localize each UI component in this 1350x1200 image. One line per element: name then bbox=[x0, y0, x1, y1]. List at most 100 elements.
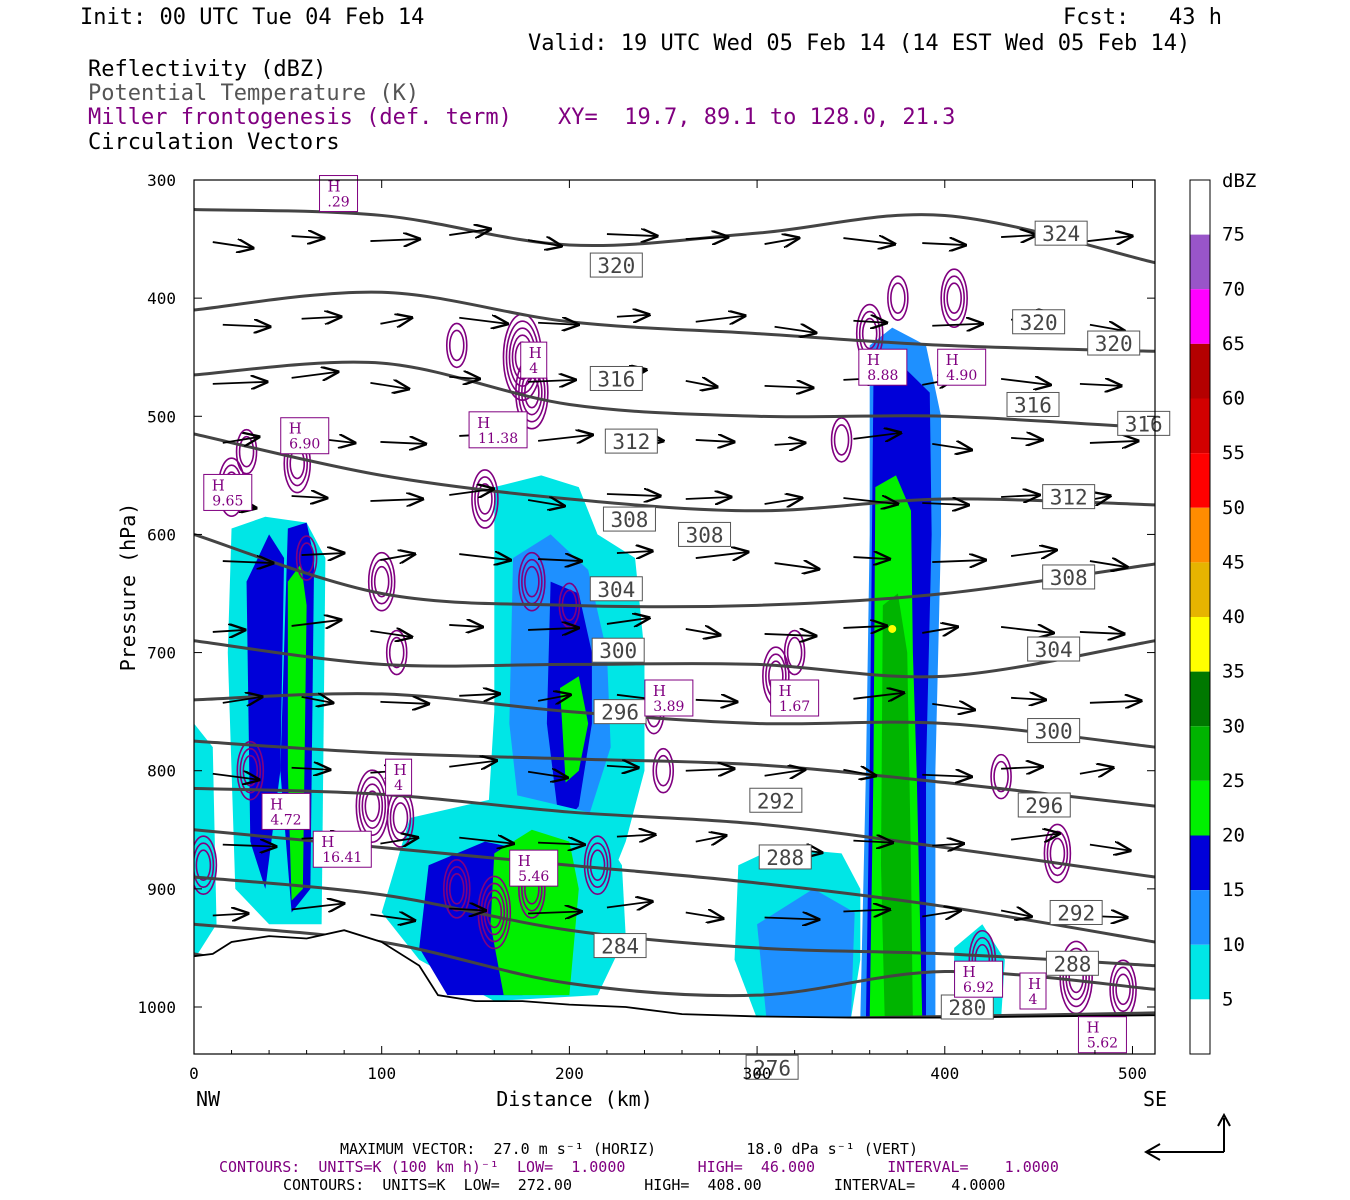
theta-contours bbox=[194, 208, 1155, 1021]
circulation-vector bbox=[301, 553, 344, 555]
colorbar-label: 25 bbox=[1222, 770, 1245, 792]
circulation-vector bbox=[1079, 632, 1124, 634]
circulation-vector bbox=[695, 440, 734, 442]
circulation-vector bbox=[1000, 910, 1031, 916]
fronto-contour bbox=[364, 790, 381, 822]
theta-label: 316 bbox=[1014, 393, 1052, 417]
circulation-vector bbox=[222, 561, 273, 563]
colorbar-frame bbox=[1189, 179, 1211, 1055]
theta-label: 316 bbox=[597, 367, 635, 391]
circulation-vector bbox=[528, 380, 575, 382]
fronto-high-box bbox=[858, 348, 908, 386]
circulation-vector bbox=[212, 242, 253, 248]
fronto-contour bbox=[236, 740, 265, 801]
circulation-vector bbox=[685, 497, 731, 499]
fronto-contour bbox=[1112, 966, 1134, 1013]
theta-label-box bbox=[1034, 220, 1088, 246]
colorbar-segment bbox=[1190, 671, 1210, 727]
circulation-vector bbox=[528, 911, 581, 913]
circulation-vector bbox=[449, 489, 493, 495]
init-time: Init: 00 UTC Tue 04 Feb 14 bbox=[80, 5, 425, 30]
circulation-vector bbox=[685, 912, 723, 918]
theta-label-box bbox=[1042, 564, 1096, 590]
circulation-vector bbox=[212, 382, 267, 384]
theta-label-box bbox=[1045, 950, 1099, 976]
circulation-vector bbox=[843, 909, 889, 911]
fronto-contour bbox=[373, 565, 390, 598]
forecast-hour: Fcst: 43 h bbox=[1063, 5, 1222, 30]
fronto-high-marker: H bbox=[394, 761, 407, 779]
valid-time: Valid: 19 UTC Wed 05 Feb 14 (14 EST Wed … bbox=[528, 31, 1191, 56]
fronto-high-box bbox=[644, 679, 694, 717]
fronto-contour bbox=[524, 565, 540, 598]
fronto-contour bbox=[367, 551, 396, 612]
vector-key bbox=[1143, 1112, 1231, 1161]
fronto-high-marker: H bbox=[328, 178, 341, 196]
colorbar-label: 65 bbox=[1222, 333, 1245, 355]
theta-label: 320 bbox=[1020, 311, 1058, 335]
theta-label: 296 bbox=[601, 701, 639, 725]
theta-label-box bbox=[1042, 484, 1096, 510]
fronto-contour bbox=[1043, 823, 1072, 884]
cross-section-endpoints: XY= 19.7, 89.1 to 128.0, 21.3 bbox=[558, 105, 956, 130]
axes: 300 400 500 600 700 800 900 1000 0 100 200 300 400 50… bbox=[116, 171, 1167, 1111]
fronto-high-box bbox=[280, 417, 330, 455]
fronto-high-value: 4 bbox=[394, 778, 403, 794]
x-tick-label: 400 bbox=[930, 1064, 959, 1083]
circulation-vector bbox=[537, 435, 592, 441]
theta-line-324 bbox=[194, 208, 1155, 265]
frontogenesis-contours bbox=[194, 268, 1137, 1020]
circulation-vector bbox=[301, 697, 333, 703]
below-ground bbox=[194, 930, 1155, 1054]
circulation-vector bbox=[853, 557, 889, 559]
circulation-vector bbox=[380, 838, 417, 844]
circulation-vector bbox=[606, 494, 660, 496]
theta-label-box bbox=[1087, 330, 1141, 356]
theta-label-box bbox=[1012, 309, 1066, 335]
theta-label-box bbox=[745, 1054, 799, 1080]
circulation-vector bbox=[932, 560, 985, 562]
fronto-high-value: 5.62 bbox=[1087, 1036, 1118, 1052]
colorbar-segment bbox=[1190, 234, 1210, 290]
circulation-vector bbox=[301, 317, 341, 319]
fronto-high-value: 4 bbox=[529, 361, 538, 377]
circulation-vector bbox=[764, 238, 799, 244]
y-tick-label: 400 bbox=[147, 289, 176, 308]
colorbar-segment bbox=[1190, 453, 1210, 508]
circulation-vector bbox=[380, 442, 425, 444]
theta-label-box bbox=[589, 576, 643, 602]
fronto-contour bbox=[1115, 973, 1131, 1006]
circulation-vector bbox=[932, 704, 974, 710]
theta-label-box bbox=[1117, 410, 1171, 436]
theta-label: 288 bbox=[766, 846, 804, 870]
circulation-vector bbox=[380, 702, 428, 704]
y-tick-label: 900 bbox=[147, 880, 176, 899]
terrain-mask bbox=[194, 929, 1155, 1054]
fronto-contour bbox=[1062, 947, 1090, 1008]
circulation-vector bbox=[212, 774, 259, 780]
theta-label-box bbox=[593, 933, 647, 959]
circulation-vector bbox=[291, 496, 327, 498]
circulation-vector bbox=[685, 237, 728, 239]
fronto-high-box bbox=[770, 679, 820, 717]
colorbar-label: 50 bbox=[1222, 497, 1245, 519]
fronto-high-box bbox=[509, 849, 559, 887]
fronto-high-value: 4.72 bbox=[270, 812, 301, 828]
fronto-high-box bbox=[312, 830, 372, 868]
circulation-vector bbox=[1089, 561, 1127, 567]
fronto-high-box bbox=[937, 348, 987, 386]
fronto-high-marker: H bbox=[270, 795, 283, 813]
fronto-high-box bbox=[319, 175, 359, 213]
colorbar-label: 55 bbox=[1222, 442, 1245, 464]
theta-label: 292 bbox=[757, 789, 795, 813]
colorbar: 5 10 15 20 25 30 35 40 45 50 55 60 65 70 75 dBZ bbox=[1189, 170, 1256, 1055]
circulation-vector bbox=[764, 634, 816, 636]
circulation-vector bbox=[843, 238, 894, 244]
circulation-vector bbox=[843, 498, 897, 504]
x-axis-label: Distance (km) bbox=[496, 1087, 653, 1111]
circulation-vector bbox=[774, 443, 805, 445]
y-tick-label: 1000 bbox=[137, 998, 176, 1017]
reflectivity-cell bbox=[194, 723, 217, 960]
theta-line-284 bbox=[194, 875, 1155, 968]
theta-label: 320 bbox=[597, 254, 635, 278]
